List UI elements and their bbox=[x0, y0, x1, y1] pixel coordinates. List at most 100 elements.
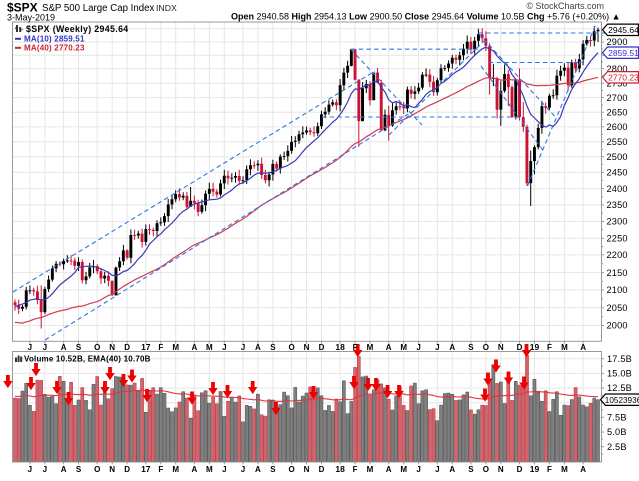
svg-text:19: 19 bbox=[530, 464, 540, 474]
svg-text:S: S bbox=[76, 343, 82, 352]
svg-text:2300: 2300 bbox=[607, 217, 628, 227]
svg-text:A: A bbox=[61, 343, 67, 352]
svg-text:J: J bbox=[28, 465, 32, 474]
svg-text:17: 17 bbox=[141, 464, 151, 474]
svg-text:N: N bbox=[109, 343, 115, 352]
svg-text:J: J bbox=[222, 343, 226, 352]
svg-text:F: F bbox=[547, 343, 552, 352]
svg-text:J: J bbox=[222, 465, 226, 474]
svg-text:2500: 2500 bbox=[607, 152, 628, 162]
svg-text:S: S bbox=[270, 465, 276, 474]
svg-text:M: M bbox=[172, 343, 179, 352]
svg-text:O: O bbox=[288, 343, 294, 352]
svg-text:2859.51: 2859.51 bbox=[608, 48, 639, 58]
svg-text:M: M bbox=[400, 343, 407, 352]
svg-text:S&P 500 Large Cap Index: S&P 500 Large Cap Index bbox=[42, 3, 155, 14]
svg-text:A: A bbox=[192, 343, 198, 352]
svg-text:A: A bbox=[386, 343, 392, 352]
svg-text:M: M bbox=[206, 465, 213, 474]
svg-text:2200: 2200 bbox=[607, 250, 628, 260]
svg-text:10523936: 10523936 bbox=[605, 396, 639, 405]
svg-text:© StockCharts.com: © StockCharts.com bbox=[526, 1, 604, 11]
svg-text:2100: 2100 bbox=[607, 285, 628, 295]
svg-text:2150: 2150 bbox=[607, 268, 628, 278]
svg-text:S: S bbox=[468, 343, 474, 352]
svg-text:F: F bbox=[353, 343, 358, 352]
svg-text:7.5B: 7.5B bbox=[607, 413, 627, 423]
svg-text:2450: 2450 bbox=[607, 167, 628, 177]
svg-text:A: A bbox=[449, 343, 455, 352]
svg-text:M: M bbox=[561, 465, 568, 474]
svg-text:A: A bbox=[580, 343, 586, 352]
svg-text:18: 18 bbox=[335, 464, 345, 474]
svg-text:2650: 2650 bbox=[607, 107, 628, 117]
svg-text:2400: 2400 bbox=[607, 184, 628, 194]
svg-text:D: D bbox=[124, 343, 130, 352]
svg-text:A: A bbox=[192, 465, 198, 474]
svg-text:$SPX (Weekly) 2945.64: $SPX (Weekly) 2945.64 bbox=[26, 24, 129, 34]
svg-text:2050: 2050 bbox=[607, 303, 628, 313]
svg-text:F: F bbox=[547, 465, 552, 474]
svg-text:M: M bbox=[400, 465, 407, 474]
svg-text:2000: 2000 bbox=[607, 321, 628, 331]
svg-text:M: M bbox=[367, 343, 374, 352]
svg-text:2770.23: 2770.23 bbox=[608, 73, 639, 83]
svg-text:A: A bbox=[61, 465, 67, 474]
svg-text:2600: 2600 bbox=[607, 122, 628, 132]
svg-text:J: J bbox=[241, 343, 245, 352]
svg-text:2800: 2800 bbox=[607, 64, 628, 74]
svg-text:2700: 2700 bbox=[607, 93, 628, 103]
svg-text:D: D bbox=[319, 343, 325, 352]
svg-text:15.0B: 15.0B bbox=[607, 369, 632, 379]
svg-text:M: M bbox=[561, 343, 568, 352]
svg-text:A: A bbox=[580, 465, 586, 474]
svg-text:N: N bbox=[498, 343, 504, 352]
svg-text:17: 17 bbox=[141, 342, 151, 352]
svg-text:D: D bbox=[517, 343, 523, 352]
svg-text:18: 18 bbox=[335, 342, 345, 352]
svg-text:J: J bbox=[43, 343, 47, 352]
svg-text:12.5B: 12.5B bbox=[607, 383, 632, 393]
svg-text:17.5B: 17.5B bbox=[607, 354, 632, 364]
svg-text:J: J bbox=[435, 465, 439, 474]
svg-text:O: O bbox=[483, 343, 489, 352]
svg-text:S: S bbox=[468, 465, 474, 474]
svg-text:A: A bbox=[255, 465, 261, 474]
svg-text:O: O bbox=[94, 343, 100, 352]
svg-text:S: S bbox=[76, 465, 82, 474]
svg-text:2550: 2550 bbox=[607, 137, 628, 147]
svg-text:J: J bbox=[416, 343, 420, 352]
svg-text:2945.64: 2945.64 bbox=[608, 25, 639, 35]
svg-text:D: D bbox=[319, 465, 325, 474]
svg-text:O: O bbox=[288, 465, 294, 474]
svg-text:A: A bbox=[449, 465, 455, 474]
svg-text:J: J bbox=[43, 465, 47, 474]
svg-text:2.5B: 2.5B bbox=[607, 442, 627, 452]
svg-text:5.0B: 5.0B bbox=[607, 427, 627, 437]
svg-text:M: M bbox=[206, 343, 213, 352]
svg-text:M: M bbox=[172, 465, 179, 474]
svg-text:A: A bbox=[386, 465, 392, 474]
svg-text:N: N bbox=[109, 465, 115, 474]
svg-text:M: M bbox=[367, 465, 374, 474]
svg-text:O: O bbox=[483, 465, 489, 474]
svg-text:N: N bbox=[304, 343, 310, 352]
svg-text:2350: 2350 bbox=[607, 200, 628, 210]
svg-text:J: J bbox=[435, 343, 439, 352]
svg-text:J: J bbox=[28, 343, 32, 352]
svg-text:D: D bbox=[517, 465, 523, 474]
svg-text:A: A bbox=[255, 343, 261, 352]
svg-text:Open 2940.58 High 2954.13 Low: Open 2940.58 High 2954.13 Low 2900.50 Cl… bbox=[231, 12, 621, 22]
svg-text:S: S bbox=[270, 343, 276, 352]
svg-text:N: N bbox=[498, 465, 504, 474]
svg-text:19: 19 bbox=[530, 342, 540, 352]
svg-text:F: F bbox=[158, 343, 163, 352]
svg-text:3-May-2019: 3-May-2019 bbox=[7, 13, 55, 23]
svg-text:J: J bbox=[241, 465, 245, 474]
svg-text:MA(40) 2770.23: MA(40) 2770.23 bbox=[24, 44, 85, 53]
svg-text:O: O bbox=[94, 465, 100, 474]
svg-text:J: J bbox=[416, 465, 420, 474]
svg-text:INDX: INDX bbox=[156, 3, 177, 13]
svg-text:2250: 2250 bbox=[607, 233, 628, 243]
svg-text:Volume 10.52B, EMA(40) 10.70B: Volume 10.52B, EMA(40) 10.70B bbox=[24, 355, 151, 364]
